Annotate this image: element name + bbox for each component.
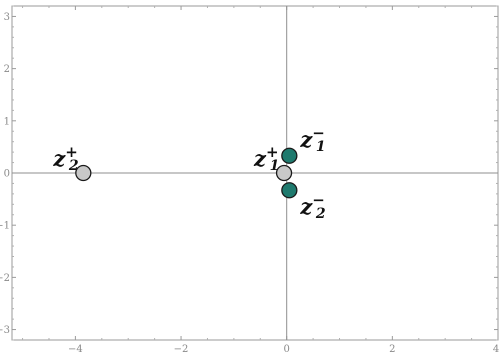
point-z2-minus xyxy=(281,182,298,199)
x-tick-label: −2 xyxy=(174,344,189,354)
y-tick-label: −1 xyxy=(0,221,10,232)
point-z2-plus xyxy=(75,164,92,182)
point-labels: z+ 2 z+ 1 z− 1 z− 2 xyxy=(52,124,326,222)
label-z1-minus: z− 1 xyxy=(299,124,325,155)
data-points xyxy=(75,147,298,199)
point-z1-plus xyxy=(275,164,293,182)
x-tick-label: 0 xyxy=(284,344,290,354)
label-z2-minus: z− 2 xyxy=(299,191,326,222)
y-tick-label: 0 xyxy=(4,169,10,180)
label-z1-plus: z+ 1 xyxy=(253,143,279,174)
point-z1-minus xyxy=(281,147,298,164)
y-tick-label: 3 xyxy=(4,12,10,23)
x-tick-label: 4 xyxy=(493,344,499,354)
y-tick-label: −3 xyxy=(0,325,10,336)
x-tick-label: −4 xyxy=(68,344,83,354)
y-tick-label: −2 xyxy=(0,273,10,284)
x-tick-label: 2 xyxy=(389,344,395,354)
y-tick-label: 2 xyxy=(4,64,10,75)
y-tick-label: 1 xyxy=(4,116,10,127)
axis-ticks: −4 −2 0 2 4 −3 −2 −1 0 1 2 3 xyxy=(0,5,499,354)
label-z2-plus: z+ 2 xyxy=(52,143,79,174)
